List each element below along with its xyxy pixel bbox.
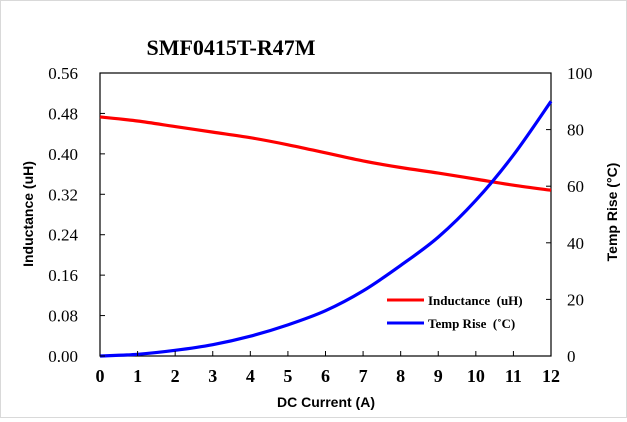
y-left-tick-label: 0.48 bbox=[48, 104, 78, 123]
y-axis-left-label: Inductance (uH) bbox=[20, 161, 36, 267]
x-tick-label: 11 bbox=[505, 366, 522, 386]
legend-label-inductance: Inductance (uH) bbox=[428, 293, 523, 308]
x-tick-label: 0 bbox=[96, 366, 105, 386]
y-right-tick-label: 80 bbox=[567, 121, 584, 140]
chart-title: SMF0415T-R47M bbox=[146, 35, 315, 60]
y-right-tick-label: 40 bbox=[567, 234, 584, 253]
x-tick-label: 2 bbox=[171, 366, 180, 386]
x-tick-label: 1 bbox=[133, 366, 142, 386]
plot-frame bbox=[99, 72, 552, 357]
ticks-layer: 0 1 2 3 4 5 6 7 8 9 10 11 120.000.080.160.240.320.40… bbox=[48, 64, 592, 386]
legend: Inductance (uH) Temp Rise (˚C) bbox=[387, 293, 523, 331]
y-left-tick-label: 0.00 bbox=[48, 347, 78, 366]
y-left-tick-label: 0.56 bbox=[48, 64, 78, 83]
x-tick-label: 9 bbox=[434, 366, 443, 386]
x-tick-label: 5 bbox=[283, 366, 292, 386]
y-left-tick-label: 0.24 bbox=[48, 226, 78, 245]
y-right-tick-label: 20 bbox=[567, 290, 584, 309]
y-axis-right-label: Temp Rise (°C) bbox=[604, 163, 620, 262]
inductance-series-line bbox=[99, 115, 552, 192]
y-left-tick-label: 0.08 bbox=[48, 307, 78, 326]
x-tick-label: 10 bbox=[467, 366, 485, 386]
x-tick-label: 12 bbox=[542, 366, 560, 386]
y-right-tick-label: 60 bbox=[567, 177, 584, 196]
x-tick-label: 6 bbox=[321, 366, 330, 386]
series-layer bbox=[99, 100, 553, 358]
legend-label-temp-rise: Temp Rise (˚C) bbox=[428, 316, 515, 331]
y-left-tick-label: 0.32 bbox=[48, 185, 78, 204]
x-tick-label: 4 bbox=[246, 366, 255, 386]
y-left-tick-label: 0.16 bbox=[48, 266, 78, 285]
y-right-tick-label: 0 bbox=[567, 347, 576, 366]
x-axis-label: DC Current (A) bbox=[277, 394, 375, 410]
x-tick-label: 3 bbox=[208, 366, 217, 386]
y-left-tick-label: 0.40 bbox=[48, 145, 78, 164]
plot-area-border bbox=[99, 72, 552, 357]
x-tick-label: 7 bbox=[359, 366, 368, 386]
x-tick-label: 8 bbox=[396, 366, 405, 386]
y-right-tick-label: 100 bbox=[567, 64, 593, 83]
temp-rise-series-line bbox=[99, 100, 553, 358]
